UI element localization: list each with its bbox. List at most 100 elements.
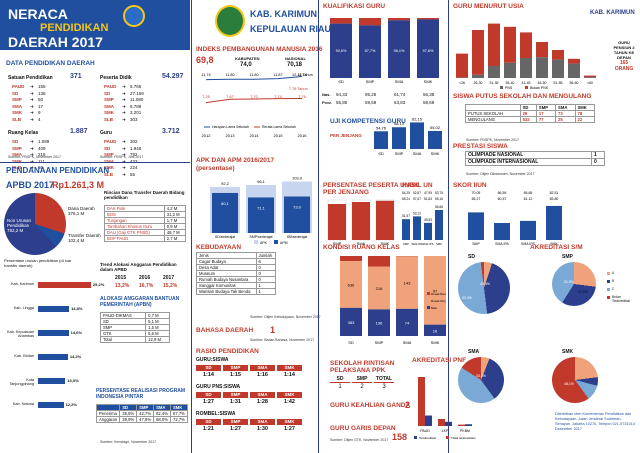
kondisi-cat: SMP <box>375 340 384 345</box>
usia-bin: >60 <box>587 81 593 85</box>
akreditasi-section: SD SMP SMA SMK 43,4% 33,3% 31,5% 37,6% 33,3% 48,1… <box>452 252 638 412</box>
ipm-value: 69,8 <box>196 55 214 65</box>
ipm-rls-label: 7,67 <box>226 95 233 99</box>
block-total: 54.297 <box>162 73 184 80</box>
akred-leg-text: C <box>612 287 615 291</box>
block-row-arrow: ➜ <box>122 139 126 144</box>
rasio-label: GURU:SISWA <box>196 357 229 363</box>
unbk-bar <box>352 202 370 240</box>
pnf-leg-text: Tidak terakreditasi <box>451 436 476 440</box>
block-row-arrow: ➜ <box>30 158 34 164</box>
akred-leg <box>607 296 610 299</box>
kual-lt-s1 <box>359 18 381 26</box>
rincian-cell: 2,7 M <box>163 235 187 242</box>
block-row-arrow: ➜ <box>30 139 34 144</box>
apm-leg <box>274 240 278 244</box>
page-title-3: DAERAH 2017 <box>8 34 103 50</box>
ukg-value: 54,76 <box>376 125 387 130</box>
block-row-arrow: ➜ <box>122 97 126 102</box>
kondisi-leg <box>427 306 430 309</box>
unbk-chart: SMP SMA SMK <box>327 199 395 246</box>
kondisi-baik-val: 136 <box>376 321 383 326</box>
usia-bukan <box>472 30 484 75</box>
ppk-head: SD <box>330 376 350 383</box>
usia-leg-text: PNS <box>505 86 513 90</box>
block-row-arrow: ➜ <box>122 165 126 170</box>
block-row-value: 4 <box>38 116 41 122</box>
ipm-kab-label: KABUPATEN <box>235 56 260 61</box>
usia-pns <box>520 58 532 78</box>
iiun-bar <box>468 212 484 240</box>
kual-cat: SMA <box>395 79 404 84</box>
realisasi-cell: 47,8% <box>136 416 155 423</box>
ipm-hls-label: 11,80 <box>225 73 234 77</box>
akred-leg-text: B <box>612 279 615 283</box>
ppk-head: TOTAL <box>374 376 394 383</box>
bar-label: Kab. Natuna <box>12 402 34 406</box>
pnf-title: AKREDITASI PNF <box>412 357 467 364</box>
ukg-value: 55,02 <box>430 125 441 130</box>
ipm-nas-value: 70,18 <box>287 62 303 68</box>
rasio-value: 1:28 <box>256 399 268 405</box>
kondisi-rr-val: 97 <box>433 288 438 293</box>
iiun-cat: SMA IPS <box>521 242 536 246</box>
karimun-logo <box>215 5 245 37</box>
akred-pie <box>552 357 598 403</box>
rasio-head: SMK <box>277 392 302 398</box>
ipm-rls-label: 7,76 <box>298 95 305 99</box>
ipm-rls-label: 7,74 <box>274 95 281 99</box>
ppk-value: 2 <box>360 384 364 390</box>
block-row-label: SMA <box>12 103 22 109</box>
block-row-label: PAUD <box>104 139 117 144</box>
rasio-value: 1:27 <box>202 399 214 405</box>
apbd-label: APBD 2017 <box>6 180 55 190</box>
akred-sma-b: 33,3% <box>476 374 486 378</box>
rasio-value: 1:31 <box>229 399 241 405</box>
pnf-leg <box>446 436 449 439</box>
akred-label: SD <box>468 254 475 260</box>
bar-value: 25,2% <box>92 282 105 287</box>
ssm-cell: 22 <box>574 116 595 123</box>
block-row-arrow: ➜ <box>122 103 126 109</box>
akred-smp-c: 37,6% <box>578 290 588 294</box>
realisasi-row: SD SMP SMA SMK <box>95 404 188 411</box>
kondisi-rr <box>396 256 418 309</box>
un-bar <box>424 222 432 240</box>
ipm-kab-value: 74,0 <box>240 62 252 68</box>
block-row-arrow: ➜ <box>30 103 34 109</box>
source-note: Sumber: Badan Bahasa, November 2017 <box>250 338 315 342</box>
kual-prov: 55,86 <box>336 100 348 105</box>
usia-bukan <box>488 23 500 67</box>
rasio-head: SMK <box>277 419 302 425</box>
ipm-rls-label: 7,25 <box>202 95 209 99</box>
kondisi-rr-val: 636 <box>348 283 355 288</box>
bantuan-cell: 12,9 M <box>145 336 170 343</box>
ukg-bar <box>374 131 388 149</box>
block-total: 371 <box>70 73 82 80</box>
apm-bar <box>212 192 238 233</box>
kual-gte-s1 <box>330 23 352 78</box>
page-title-1: NERACA <box>8 6 68 22</box>
block-row-value: 303 <box>130 116 138 122</box>
rasio-head: SMP <box>223 419 248 425</box>
kondisi-leg <box>427 292 430 295</box>
pnf-chart: PAUD LKP PKBM Terakreditasi Tidak terakredit… <box>414 377 476 440</box>
block-row-arrow: ➜ <box>30 97 34 102</box>
ipm-title: INDEKS PEMBANGUNAN MANUSIA 2016 <box>196 46 323 53</box>
rasio-value: 1:42 <box>283 399 295 405</box>
pnf-t <box>425 415 432 426</box>
block-row-arrow: ➜ <box>122 110 126 115</box>
block-row-label: SD <box>104 145 111 151</box>
rincian-cell: BOP PAUD <box>104 235 165 242</box>
trend-value: 15,2% <box>163 283 178 289</box>
un-nas: 52,87 <box>413 191 421 195</box>
block-row-label: SLB <box>12 165 21 170</box>
prestasi-table: OLIMPIADE NASIONAL 1 OLIMPIADE INTERNASION… <box>465 151 606 166</box>
block-row-value: 155 <box>38 84 46 89</box>
ssm-title: SISWA PUTUS SEKOLAH DAN MENGULANG <box>453 93 592 100</box>
prestasi-cell: 0 <box>590 158 606 166</box>
block-row-arrow: ➜ <box>122 90 126 96</box>
rasio-label: GURU PNS:SISWA <box>196 384 241 390</box>
unbk-title: PERSENTASE PESERTA UNBK PER JENJANG <box>323 182 419 196</box>
